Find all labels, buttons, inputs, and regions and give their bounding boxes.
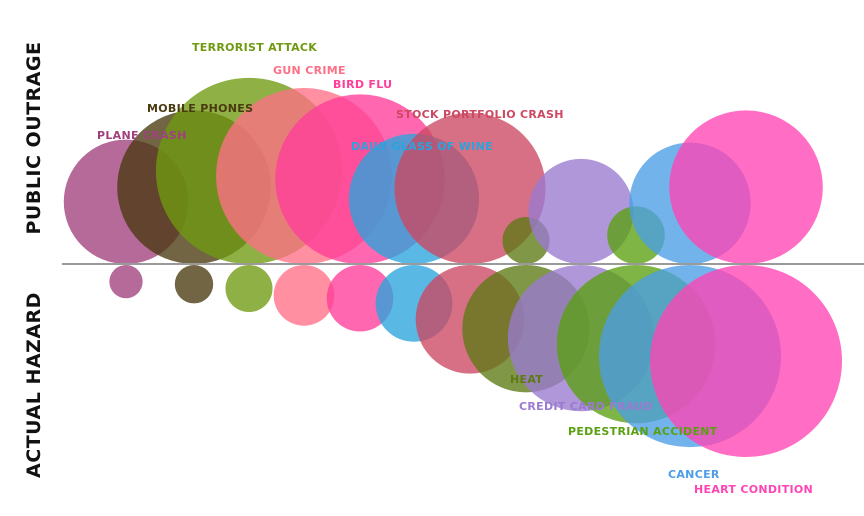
y-axis-label-bottom: ACTUAL HAZARD	[23, 292, 45, 478]
label-cancer: CANCER	[668, 468, 720, 481]
label-heart-condition: HEART CONDITION	[694, 483, 813, 496]
outrage-bubble-heart-condition	[669, 110, 823, 264]
label-gun-crime: GUN CRIME	[273, 64, 346, 77]
hazard-bubbles	[109, 265, 842, 457]
label-credit-card-fraud: CREDIT CARD FRAUD	[519, 400, 653, 413]
label-mobile-phones: MOBILE PHONES	[147, 102, 253, 115]
hazard-bubble-gun-crime	[273, 265, 335, 326]
hazard-bubble-mobile-phones	[174, 265, 214, 304]
label-bird-flu: BIRD FLU	[333, 78, 392, 91]
hazard-bubble-bird-flu	[326, 265, 394, 332]
label-plane-crash: PLANE CRASH	[97, 129, 187, 142]
label-heat: HEAT	[510, 373, 543, 386]
hazard-bubble-heart-condition	[650, 265, 842, 457]
outrage-bubbles	[63, 77, 823, 265]
y-axis-label-top: PUBLIC OUTRAGE	[23, 41, 45, 234]
label-pedestrian-accident: PEDESTRIAN ACCIDENT	[568, 425, 718, 438]
hazard-bubble-plane-crash	[109, 265, 143, 299]
hazard-bubble-terrorist-attack	[225, 265, 273, 313]
label-daily-glass-of-wine: DAILY GLASS OF WINE	[351, 140, 493, 153]
outrage-bubble-credit-card-fraud	[528, 158, 634, 264]
label-terrorist-attack: TERRORIST ATTACK	[192, 41, 317, 54]
category-labels: PLANE CRASH MOBILE PHONES TERRORIST ATTACK…	[97, 41, 813, 496]
label-stock-portfolio-crash: STOCK PORTFOLIO CRASH	[396, 108, 564, 121]
